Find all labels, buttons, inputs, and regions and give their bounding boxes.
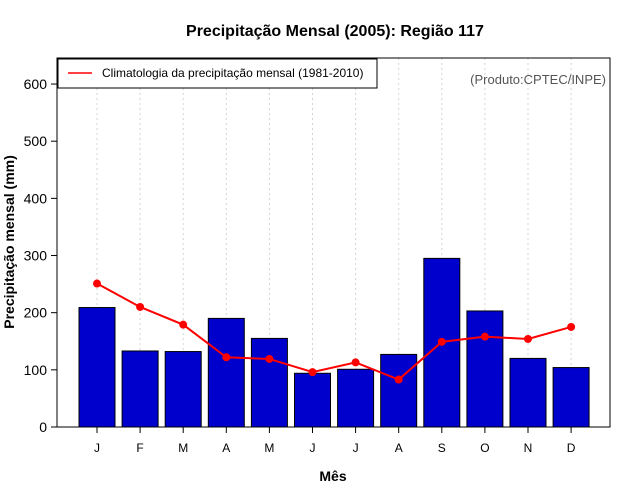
bar-1 [121,350,159,428]
grid-layer [96,58,572,427]
climatology-point-10 [524,334,532,343]
bar-4 [250,337,288,428]
climatology-point-0 [93,279,101,288]
bar-2 [164,351,202,428]
x-tick-label: J [353,441,359,455]
climatology-point-5 [308,368,317,377]
y-tick-label: 400 [24,190,48,206]
legend-entry: Climatologia da precipitação mensal (198… [102,66,363,80]
y-axis-label: Precipitação mensal (mm) [1,155,17,329]
climatology-point-2 [179,320,188,329]
x-tick-label: O [480,441,489,455]
climatology-point-4 [265,354,274,363]
climatology-point-8 [437,337,446,346]
bar-5 [294,372,331,428]
x-tick-label: M [178,441,188,455]
x-tick-label: A [395,441,403,455]
climatology-point-9 [480,332,489,341]
bar-7 [380,353,418,428]
y-tick-label: 500 [24,133,48,149]
y-tick-label: 0 [39,419,47,435]
plot-frame [56,57,611,428]
climatology-point-1 [136,302,145,311]
x-tick-label: J [94,441,100,455]
x-tick-label: A [222,441,230,455]
climatology-line [96,282,572,381]
climatology-point-7 [394,375,403,384]
x-tick-label: S [438,441,446,455]
x-tick-label: J [310,441,316,455]
x-axis-label: Mês [319,468,346,484]
bar-3 [207,317,245,428]
climatology-line-layer [93,279,576,384]
x-tick-label: N [524,441,533,455]
bar-11 [552,367,590,428]
y-tick-label: 600 [24,76,48,92]
x-tick-label: F [136,441,143,455]
bar-10 [509,357,547,428]
climatology-point-11 [567,322,576,331]
chart-title: Precipitação Mensal (2005): Região 117 [186,23,484,40]
x-tick-label: M [264,441,274,455]
y-axis: 0 100 200 300 400 500 600 [24,76,57,435]
x-tick-label: D [567,441,576,455]
climatology-point-3 [222,353,231,362]
legend: Climatologia da precipitação mensal (198… [57,58,378,89]
bar-6 [337,368,375,428]
bar-0 [78,307,116,428]
climatology-point-6 [351,358,360,367]
y-tick-label: 300 [24,248,48,264]
y-tick-label: 100 [24,362,48,378]
bar-9 [466,310,504,428]
y-tick-label: 200 [24,305,48,321]
legend-box [57,58,378,89]
bars-layer [78,257,590,428]
source-annotation: (Produto:CPTEC/INPE) [470,72,606,87]
